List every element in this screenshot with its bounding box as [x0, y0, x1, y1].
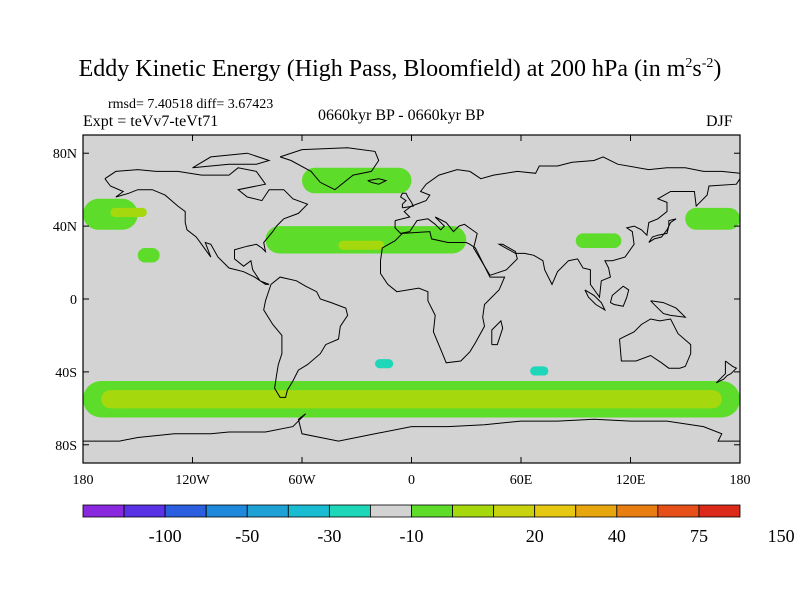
x-tick-label: 120W: [175, 473, 210, 488]
colorbar-swatch: [452, 504, 495, 518]
colorbar-swatch: [493, 504, 536, 518]
colorbar-label: 40: [608, 526, 626, 546]
x-tick-label: 120E: [616, 473, 646, 488]
region-north-pacific: [83, 198, 138, 230]
coastlines: [83, 147, 740, 442]
coastline-iceland: [367, 178, 388, 185]
experiment-label: Expt = teVv7-teVt71: [83, 113, 219, 130]
colorbar-swatch: [164, 504, 207, 518]
coastline-new-guinea: [650, 300, 687, 318]
colorbar-label: -100: [149, 526, 182, 546]
x-tick-label: 180: [730, 473, 751, 488]
colorbar-label: 20: [526, 526, 544, 546]
colorbar-swatch: [534, 504, 577, 518]
period-label: 0660kyr BP - 0660kyr BP: [318, 107, 485, 124]
region-west-pacific: [685, 207, 740, 230]
field-regions: [83, 167, 740, 418]
coastline-antarctica: [83, 413, 740, 442]
region-south-indian-negative: [530, 366, 549, 376]
region-southern-ocean-core: [101, 390, 722, 409]
colorbar-label: -50: [235, 526, 259, 546]
colorbar-label: 75: [690, 526, 708, 546]
colorbar-swatch: [246, 504, 289, 518]
x-tick-label: 60W: [288, 473, 316, 488]
colorbar-label: 150: [768, 526, 795, 546]
coastline-arctic-islands: [192, 152, 271, 169]
season-label: DJF: [706, 113, 733, 130]
colorbar-swatch: [370, 504, 412, 518]
coastline-sumatra: [584, 289, 607, 312]
colorbar-swatch: [287, 504, 330, 518]
colorbar: -100 -50 -30 -10 20 40 75 150: [82, 504, 795, 546]
colorbar-swatch: [616, 504, 659, 518]
chart-title: Eddy Kinetic Energy (High Pass, Bloomfie…: [78, 56, 722, 82]
coastline-japan: [648, 218, 677, 243]
colorbar-swatch: [657, 504, 700, 518]
x-tick-label: 60E: [510, 473, 533, 488]
x-tick-label: 180: [73, 473, 94, 488]
colorbar-swatch: [82, 504, 125, 518]
coastline-britain: [399, 192, 415, 209]
y-tick-label: 40S: [55, 366, 77, 381]
colorbar-swatch: [123, 504, 166, 518]
coastline-north-america: [104, 167, 309, 285]
region-south-atlantic-negative: [375, 359, 394, 369]
stats-text: rmsd= 7.40518 diff= 3.67423: [108, 97, 274, 112]
region-east-asia: [575, 233, 622, 248]
y-tick-label: 40N: [53, 220, 77, 235]
colorbar-label: -30: [317, 526, 341, 546]
region-north-atlantic-core: [338, 240, 385, 250]
coastline-australia: [619, 318, 692, 369]
y-tick-label: 80S: [55, 439, 77, 454]
x-tick-label: 0: [408, 473, 415, 488]
colorbar-swatch: [328, 504, 371, 518]
coastline-new-zealand: [715, 360, 738, 384]
coastline-greenland: [279, 147, 380, 191]
y-tick-label: 80N: [53, 147, 77, 162]
y-tick-label: 0: [70, 293, 77, 308]
coastline-madagascar: [491, 319, 504, 346]
region-subtropical-pacific: [137, 247, 160, 263]
coastline-africa: [380, 231, 506, 364]
coastline-south-america: [263, 276, 349, 398]
colorbar-swatch: [411, 504, 453, 518]
colorbar-swatch: [698, 504, 741, 518]
region-north-pacific-core: [110, 207, 147, 217]
coastline-borneo: [609, 285, 630, 307]
colorbar-swatch: [205, 504, 248, 518]
axis-ticks: 180 120W 60W 0 60E 120E 180 80N 40N 0 40S 80S: [53, 135, 751, 488]
colorbar-label: -10: [400, 526, 424, 546]
coastline-eurasia: [394, 156, 740, 299]
colorbar-swatch: [575, 504, 618, 518]
